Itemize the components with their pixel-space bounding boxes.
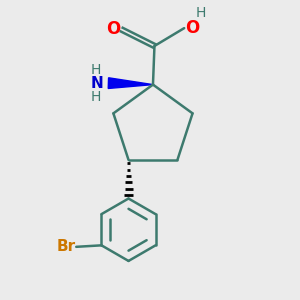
Text: H: H bbox=[91, 89, 101, 103]
Polygon shape bbox=[108, 78, 153, 88]
Text: H: H bbox=[195, 6, 206, 20]
Text: O: O bbox=[185, 19, 199, 37]
Text: N: N bbox=[91, 76, 104, 91]
Text: O: O bbox=[106, 20, 121, 38]
Text: H: H bbox=[91, 63, 101, 77]
Text: Br: Br bbox=[57, 239, 76, 254]
